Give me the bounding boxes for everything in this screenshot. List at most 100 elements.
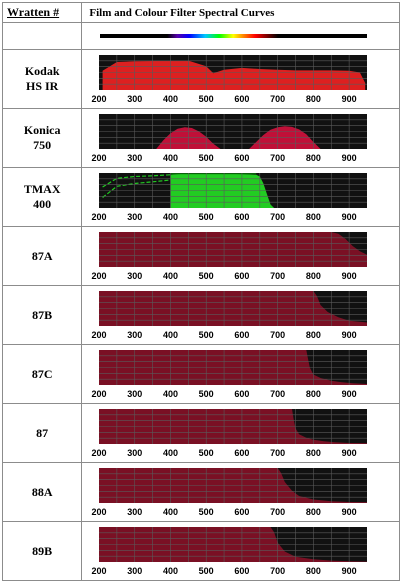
x-tick-label: 500 — [199, 94, 214, 104]
x-tick-label: 800 — [306, 566, 321, 576]
film-filter-label: TMAX 400 — [1, 167, 83, 227]
x-tick-label: 700 — [271, 566, 286, 576]
film-filter-label: 87A — [1, 226, 83, 286]
x-tick-label: 600 — [235, 566, 250, 576]
header-row: Wratten # Film and Colour Filter Spectra… — [1, 2, 400, 23]
chart-row: 87A 200 300 400 500 600 700 800 900 — [1, 226, 400, 286]
chart-cell: 200 300 400 500 600 700 800 900 — [81, 108, 400, 168]
label-line: 87 — [36, 425, 49, 440]
x-tick-label: 500 — [199, 212, 214, 222]
spectrum-row — [1, 22, 400, 50]
x-tick-label: 700 — [271, 448, 286, 458]
x-tick-label: 800 — [306, 94, 321, 104]
spectral-chart: 200 300 400 500 600 700 800 900 — [92, 232, 368, 281]
film-filter-label: 87C — [1, 344, 83, 404]
x-tick-label: 600 — [235, 153, 250, 163]
film-filter-label: 87 — [1, 403, 83, 463]
chart-cell: 200 300 400 500 600 700 800 900 — [81, 462, 400, 522]
x-tick-label: 400 — [163, 94, 178, 104]
x-tick-label: 200 — [92, 271, 107, 281]
x-tick-label: 300 — [128, 566, 143, 576]
chart-cell: 200 300 400 500 600 700 800 900 — [81, 167, 400, 227]
x-tick-label: 300 — [128, 448, 143, 458]
x-tick-label: 800 — [306, 389, 321, 399]
x-tick-label: 800 — [306, 448, 321, 458]
x-tick-label: 500 — [199, 389, 214, 399]
spectral-chart: 200 300 400 500 600 700 800 900 — [92, 114, 368, 163]
spectrum-bar — [100, 34, 368, 38]
film-filter-label: 88A — [1, 462, 83, 522]
chart-row: 87B 200 300 400 500 600 700 800 900 — [1, 285, 400, 345]
x-tick-label: 500 — [199, 566, 214, 576]
x-tick-label: 300 — [128, 330, 143, 340]
x-tick-label: 900 — [342, 566, 357, 576]
x-tick-label: 600 — [235, 94, 250, 104]
header-wratten: Wratten # — [1, 2, 83, 23]
label-line: 87B — [32, 307, 53, 322]
spectrum-gradient — [100, 34, 368, 38]
x-tick-label: 500 — [199, 153, 214, 163]
spectral-chart: 200 300 400 500 600 700 800 900 — [92, 468, 368, 517]
label-line: 750 — [33, 138, 52, 152]
spectral-chart: 200 300 400 500 600 700 800 900 — [92, 409, 368, 458]
spectral-chart: 200 300 400 500 600 700 800 900 — [92, 173, 368, 222]
x-tick-label: 600 — [235, 389, 250, 399]
x-tick-label: 800 — [306, 330, 321, 340]
spectral-chart: 200 300 400 500 600 700 800 900 — [92, 527, 368, 576]
x-tick-label: 700 — [271, 271, 286, 281]
x-tick-label: 400 — [163, 389, 178, 399]
x-tick-label: 400 — [163, 507, 178, 517]
x-tick-label: 900 — [342, 507, 357, 517]
x-tick-label: 900 — [342, 94, 357, 104]
chart-cell: 200 300 400 500 600 700 800 900 — [81, 344, 400, 404]
series-area — [102, 60, 366, 90]
spectrum-cell — [81, 22, 400, 50]
label-line: Konica — [23, 123, 61, 137]
x-tick-label: 700 — [271, 153, 286, 163]
x-tick-label: 400 — [163, 153, 178, 163]
x-tick-label: 700 — [271, 212, 286, 222]
x-tick-label: 400 — [163, 330, 178, 340]
label-line: TMAX — [23, 182, 61, 196]
x-tick-label: 300 — [128, 271, 143, 281]
x-tick-label: 400 — [163, 212, 178, 222]
x-tick-label: 300 — [128, 94, 143, 104]
film-filter-label: 89B — [1, 521, 83, 581]
chart-row: 87 200 300 400 500 600 700 800 900 — [1, 403, 400, 463]
label-line: 88A — [31, 484, 53, 499]
label-line: 87A — [31, 248, 53, 263]
spectral-chart: 200 300 400 500 600 700 800 900 — [92, 350, 368, 399]
x-tick-label: 900 — [342, 330, 357, 340]
x-tick-label: 900 — [342, 271, 357, 281]
chart-cell: 200 300 400 500 600 700 800 900 — [81, 285, 400, 345]
x-tick-label: 700 — [271, 507, 286, 517]
x-tick-label: 200 — [92, 566, 107, 576]
x-tick-label: 900 — [342, 212, 357, 222]
x-tick-label: 200 — [92, 448, 107, 458]
series-area — [170, 173, 275, 208]
x-tick-label: 900 — [342, 153, 357, 163]
label-line: Kodak — [24, 64, 60, 78]
chart-cell: 200 300 400 500 600 700 800 900 — [81, 403, 400, 463]
x-tick-label: 500 — [199, 271, 214, 281]
x-tick-label: 800 — [306, 212, 321, 222]
x-tick-label: 600 — [235, 212, 250, 222]
x-tick-label: 800 — [306, 507, 321, 517]
x-tick-label: 600 — [235, 330, 250, 340]
label-line: 400 — [33, 197, 52, 211]
x-tick-label: 800 — [306, 153, 321, 163]
x-tick-label: 200 — [92, 507, 107, 517]
x-tick-label: 900 — [342, 448, 357, 458]
chart-row: 87C 200 300 400 500 600 700 800 900 — [1, 344, 400, 404]
x-tick-label: 500 — [199, 448, 214, 458]
x-tick-label: 200 — [92, 94, 107, 104]
film-filter-label: Konica 750 — [1, 108, 83, 168]
chart-cell: 200 300 400 500 600 700 800 900 — [81, 226, 400, 286]
x-tick-label: 400 — [163, 566, 178, 576]
chart-cell: 200 300 400 500 600 700 800 900 — [81, 49, 400, 109]
chart-row: Kodak HS IR 200 300 400 500 600 700 800 900 — [1, 49, 400, 109]
x-tick-label: 400 — [163, 271, 178, 281]
x-tick-label: 400 — [163, 448, 178, 458]
